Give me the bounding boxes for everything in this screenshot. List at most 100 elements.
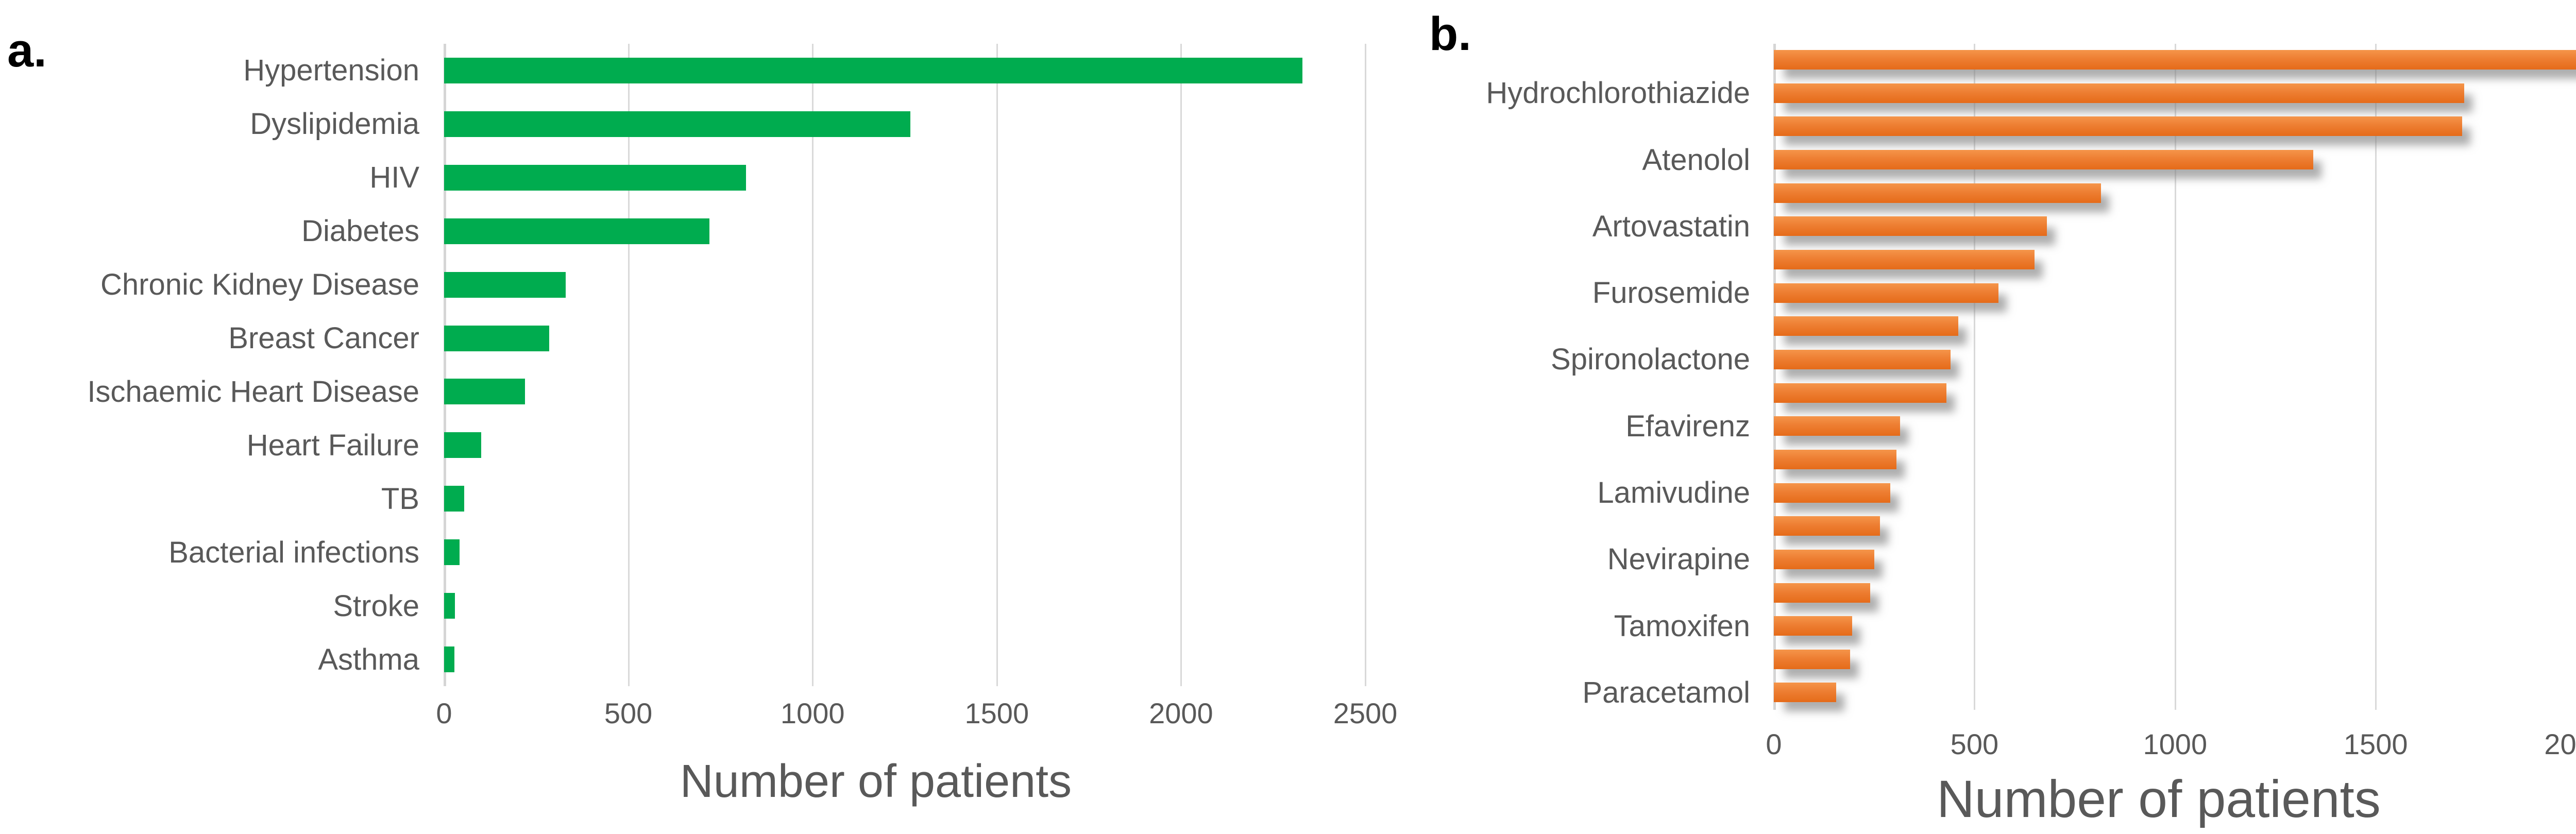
chart-row: [1412, 510, 2576, 542]
category-label: Atenolol: [1642, 143, 1750, 177]
category-label: Bacterial infections: [168, 535, 419, 569]
bar-track: [1774, 576, 2576, 608]
bar-track: [444, 205, 1365, 258]
bar-hypertension: [444, 57, 1303, 83]
category-label: Efavirenz: [1625, 409, 1750, 443]
bar-unlabeled: [1774, 183, 2101, 203]
x-tick-label-1500: 1500: [964, 697, 1029, 729]
chart-row: [1412, 643, 2576, 675]
category-label: Nevirapine: [1607, 542, 1750, 576]
category-label: Hydrochlorothiazide: [1486, 76, 1750, 110]
bar-chronic-kidney-disease: [444, 271, 566, 298]
bar-tamoxifen: [1774, 616, 1852, 636]
bar-track: [1774, 143, 2576, 177]
chart-row: Atenolol: [1412, 143, 2576, 177]
chart-row: Paracetamol: [1412, 675, 2576, 710]
bar-artovastatin: [1774, 216, 2047, 236]
chart-row: Chronic Kidney Disease: [0, 258, 1365, 312]
bar-track: [1774, 244, 2576, 276]
category-label: Furosemide: [1592, 276, 1750, 310]
bar-track: [444, 151, 1365, 205]
bar-asthma: [444, 646, 455, 673]
bar-unlabeled: [1774, 50, 2576, 70]
x-tick-label-1000: 1000: [2143, 728, 2208, 760]
bar-unlabeled: [1774, 316, 1959, 336]
chart-row: Breast Cancer: [0, 312, 1365, 365]
x-tick-label-2000: 2000: [1149, 697, 1213, 729]
gridline-x-1000: [2174, 44, 2176, 710]
bar-track: [1774, 609, 2576, 643]
bar-efavirenz: [1774, 416, 1901, 436]
bar-track: [1774, 377, 2576, 409]
chart-row: Tamoxifen: [1412, 609, 2576, 643]
bar-nevirapine: [1774, 549, 1874, 569]
chart-row: Asthma: [0, 633, 1365, 686]
gridline-x-500: [628, 44, 630, 686]
bar-atenolol: [1774, 150, 2314, 170]
bar-track: [1774, 177, 2576, 209]
bar-unlabeled: [1774, 449, 1896, 469]
bar-bacterial-infections: [444, 539, 460, 566]
category-label: Chronic Kidney Disease: [100, 268, 419, 302]
bar-track: [444, 579, 1365, 633]
bar-stroke: [444, 593, 455, 619]
gridline-x-1000: [812, 44, 814, 686]
bar-track: [1774, 675, 2576, 710]
bar-track: [444, 472, 1365, 525]
bar-lamivudine: [1774, 483, 1890, 503]
bar-track: [1774, 643, 2576, 675]
bar-track: [1774, 110, 2576, 142]
gridline-x-2500: [1365, 44, 1366, 686]
bar-ischaemic-heart-disease: [444, 379, 526, 405]
bar-hydrochlorothiazide: [1774, 83, 2464, 103]
rows-container-b: Hydrochlorothiazide Atenolol Artovastatin F…: [1412, 44, 2576, 710]
x-tick-label-0: 0: [436, 697, 452, 729]
category-label: TB: [381, 482, 419, 516]
bar-furosemide: [1774, 283, 1999, 303]
bar-paracetamol: [1774, 683, 1836, 703]
category-label: Asthma: [318, 642, 419, 676]
bar-track: [444, 633, 1365, 686]
bar-track: [1774, 209, 2576, 244]
x-axis-title-b: Number of patients: [1937, 770, 2381, 828]
x-tick-label-1000: 1000: [780, 697, 845, 729]
bar-track: [444, 365, 1365, 419]
chart-row: Efavirenz: [1412, 409, 2576, 444]
category-label: Artovastatin: [1592, 209, 1750, 243]
chart-row: TB: [0, 472, 1365, 525]
category-label: Tamoxifen: [1614, 609, 1750, 643]
bar-heart-failure: [444, 432, 481, 458]
bar-unlabeled: [1774, 583, 1870, 603]
chart-row: Diabetes: [0, 205, 1365, 258]
chart-row: [1412, 44, 2576, 76]
bar-spironolactone: [1774, 349, 1951, 369]
bar-track: [1774, 510, 2576, 542]
bar-track: [1774, 409, 2576, 444]
category-label: Heart Failure: [246, 428, 419, 462]
chart-row: [1412, 576, 2576, 608]
chart-row: Ischaemic Heart Disease: [0, 365, 1365, 419]
panel-label-b: b.: [1429, 8, 1471, 60]
bar-unlabeled: [1774, 649, 1850, 669]
bar-track: [444, 97, 1365, 151]
x-tick-label-2500: 2500: [1333, 697, 1398, 729]
bar-track: [444, 44, 1365, 97]
x-tick-label-500: 500: [604, 697, 653, 729]
panel-label-a: a.: [7, 24, 47, 77]
category-label: Stroke: [333, 589, 419, 623]
plot-area-a: [444, 44, 1366, 686]
bar-dyslipidemia: [444, 111, 910, 137]
chart-panel-b: b. Hydrochlorothiazide Atenolol Artovastat…: [1412, 0, 2576, 834]
x-axis-title-a: Number of patients: [680, 756, 1072, 807]
bar-track: [1774, 542, 2576, 576]
gridline-x-500: [1974, 44, 1976, 710]
bar-track: [1774, 444, 2576, 475]
category-label: Lamivudine: [1597, 476, 1750, 510]
x-tick-label-2000: 2000: [2544, 728, 2576, 760]
category-label: Dyslipidemia: [250, 107, 419, 141]
gridline-x-1500: [2375, 44, 2377, 710]
y-axis-line: [444, 44, 446, 686]
bar-track: [444, 418, 1365, 472]
chart-row: Dyslipidemia: [0, 97, 1365, 151]
